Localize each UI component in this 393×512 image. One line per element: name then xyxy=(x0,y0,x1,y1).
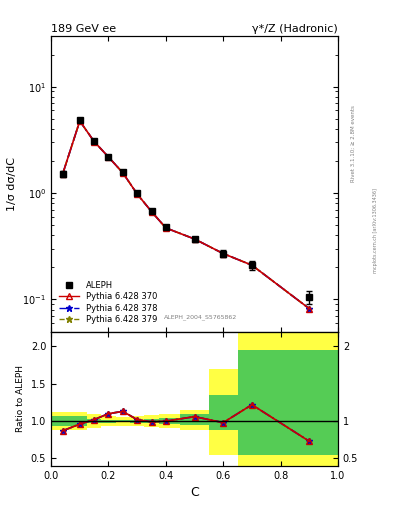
Y-axis label: Ratio to ALEPH: Ratio to ALEPH xyxy=(16,365,25,432)
Text: 189 GeV ee: 189 GeV ee xyxy=(51,24,116,34)
X-axis label: C: C xyxy=(190,486,199,499)
Text: γ*/Z (Hadronic): γ*/Z (Hadronic) xyxy=(252,24,338,34)
Text: ALEPH_2004_S5765862: ALEPH_2004_S5765862 xyxy=(163,314,237,319)
Text: mcplots.cern.ch [arXiv:1306.3436]: mcplots.cern.ch [arXiv:1306.3436] xyxy=(373,188,378,273)
Text: Rivet 3.1.10; ≥ 2.8M events: Rivet 3.1.10; ≥ 2.8M events xyxy=(351,105,356,182)
Legend: ALEPH, Pythia 6.428 370, Pythia 6.428 378, Pythia 6.428 379: ALEPH, Pythia 6.428 370, Pythia 6.428 37… xyxy=(55,277,161,327)
Y-axis label: 1/σ dσ/dC: 1/σ dσ/dC xyxy=(7,157,17,210)
